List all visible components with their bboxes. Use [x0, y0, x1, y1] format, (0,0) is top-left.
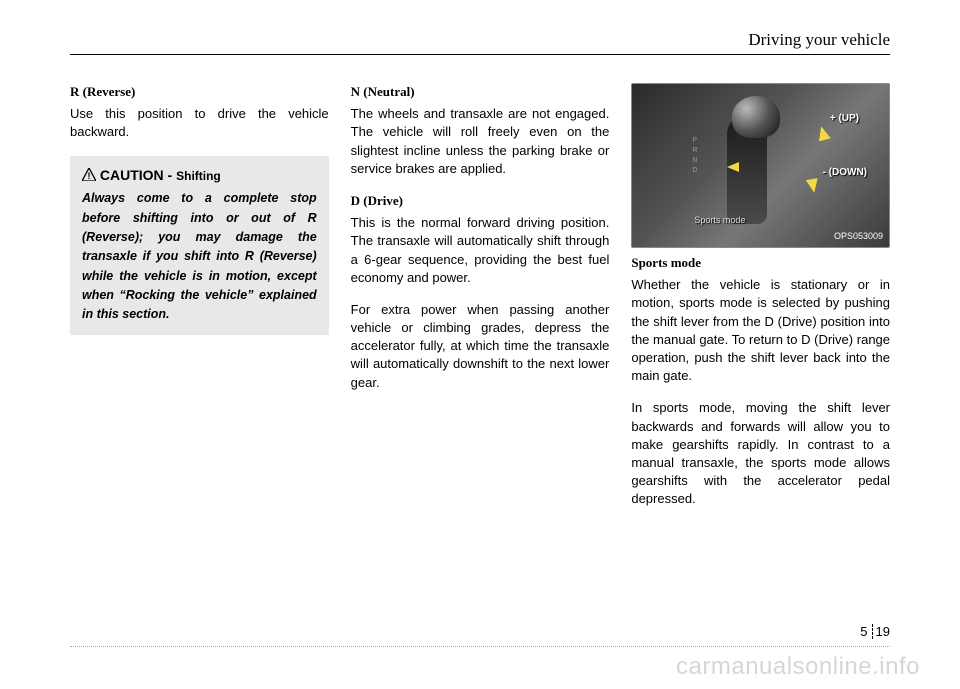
caution-text: Always come to a complete stop before sh… — [82, 189, 317, 325]
column-3: P R N D + (UP) - (DOWN) Sports mode OPS0… — [631, 83, 890, 522]
arrow-down-icon — [806, 178, 820, 194]
caution-title: ! CAUTION - Shifting — [82, 166, 317, 187]
photo-label-sports: Sports mode — [694, 214, 745, 227]
photo-label-up: + (UP) — [830, 112, 859, 126]
text-drive-2: For extra power when passing another veh… — [351, 301, 610, 392]
warning-icon: ! — [82, 167, 96, 187]
sports-mode-photo: P R N D + (UP) - (DOWN) Sports mode OPS0… — [631, 83, 890, 248]
caution-sublabel: Shifting — [176, 169, 221, 183]
watermark: carmanualsonline.info — [676, 653, 920, 681]
arrow-up-icon — [815, 125, 830, 142]
caution-label: CAUTION - — [100, 167, 176, 183]
page-number: 5 19 — [860, 624, 890, 639]
column-2: N (Neutral) The wheels and transaxle are… — [351, 83, 610, 522]
heading-reverse: R (Reverse) — [70, 83, 329, 101]
heading-drive: D (Drive) — [351, 192, 610, 210]
svg-text:!: ! — [88, 171, 91, 181]
page-number-value: 19 — [876, 624, 890, 639]
gate-letters: P R N D — [692, 136, 697, 176]
text-sports-2: In sports mode, moving the shift lever b… — [631, 399, 890, 508]
heading-neutral: N (Neutral) — [351, 83, 610, 101]
arrow-left-icon — [727, 162, 739, 172]
footer-dotline — [70, 646, 890, 647]
text-neutral: The wheels and transaxle are not engaged… — [351, 105, 610, 178]
heading-sports: Sports mode — [631, 254, 890, 272]
shift-knob-shape — [732, 96, 780, 138]
text-sports-1: Whether the vehicle is stationary or in … — [631, 276, 890, 385]
photo-label-down: - (DOWN) — [823, 166, 867, 180]
chapter-number: 5 — [860, 624, 872, 639]
section-header: Driving your vehicle — [70, 30, 890, 55]
text-reverse: Use this position to drive the vehicle b… — [70, 105, 329, 141]
photo-code: OPS053009 — [834, 230, 883, 243]
caution-box: ! CAUTION - Shifting Always come to a co… — [70, 156, 329, 335]
column-1: R (Reverse) Use this position to drive t… — [70, 83, 329, 522]
text-drive-1: This is the normal forward driving posit… — [351, 214, 610, 287]
